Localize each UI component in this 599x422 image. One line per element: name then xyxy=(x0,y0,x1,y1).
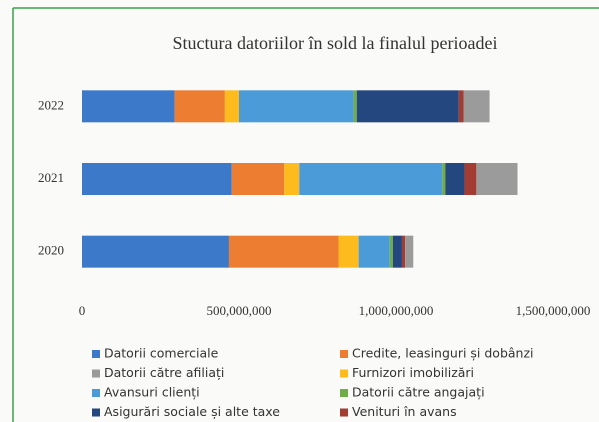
legend-swatch xyxy=(340,408,348,417)
bar-segment xyxy=(389,235,393,268)
legend-swatch xyxy=(340,389,348,397)
legend-swatch xyxy=(92,408,100,417)
legend-label: Credite, leasinguri și dobânzi xyxy=(352,346,534,361)
legend-label: Asigurări sociale și alte taxe xyxy=(104,404,280,419)
bar-segment xyxy=(442,163,446,195)
bar-segment xyxy=(239,90,354,123)
y-tick-label: 2022 xyxy=(38,97,64,112)
x-tick-label: 1,000,000,000 xyxy=(359,303,434,318)
legend-label: Venituri în avans xyxy=(352,404,457,419)
legend-swatch xyxy=(340,350,348,358)
legend-label: Datorii comerciale xyxy=(104,346,219,361)
bar-segment xyxy=(338,235,359,268)
bar-segment xyxy=(82,235,229,268)
bar-segment xyxy=(463,90,490,123)
bar-segment xyxy=(228,235,339,268)
bar-segment xyxy=(458,90,464,123)
legend-label: Furnizori imobilizări xyxy=(352,365,474,380)
y-tick-label: 2020 xyxy=(38,243,64,258)
bar-segment xyxy=(353,90,357,123)
bar-segment xyxy=(224,90,239,123)
legend-label: Datorii către afiliați xyxy=(104,365,224,380)
legend-label: Avansuri clienți xyxy=(104,385,200,400)
bar-segment xyxy=(356,90,459,123)
x-tick-label: 1,500,000,000 xyxy=(516,303,591,318)
bar-segment xyxy=(82,163,232,195)
x-tick-label: 0 xyxy=(79,303,86,318)
bar-segment xyxy=(231,163,285,195)
bar-segment xyxy=(174,90,225,123)
bar-segment xyxy=(358,235,390,268)
bar-segment xyxy=(464,163,477,195)
bar-segment xyxy=(445,163,465,195)
y-tick-label: 2021 xyxy=(38,170,64,185)
chart-title: Stuctura datoriilor în sold la finalul p… xyxy=(173,33,498,53)
legend-swatch xyxy=(92,350,100,358)
bar-segment xyxy=(405,235,414,268)
bar-segment xyxy=(82,90,175,123)
legend-label: Datorii către angajați xyxy=(352,385,485,400)
bar-segment xyxy=(401,235,406,268)
x-tick-label: 500,000,000 xyxy=(207,303,272,318)
bar-segment xyxy=(476,163,518,195)
bar-segment xyxy=(392,235,402,268)
bar-segment xyxy=(284,163,300,195)
bar-segment xyxy=(299,163,443,195)
legend-swatch xyxy=(92,369,100,378)
legend-swatch xyxy=(92,389,100,397)
legend-swatch xyxy=(340,369,348,378)
